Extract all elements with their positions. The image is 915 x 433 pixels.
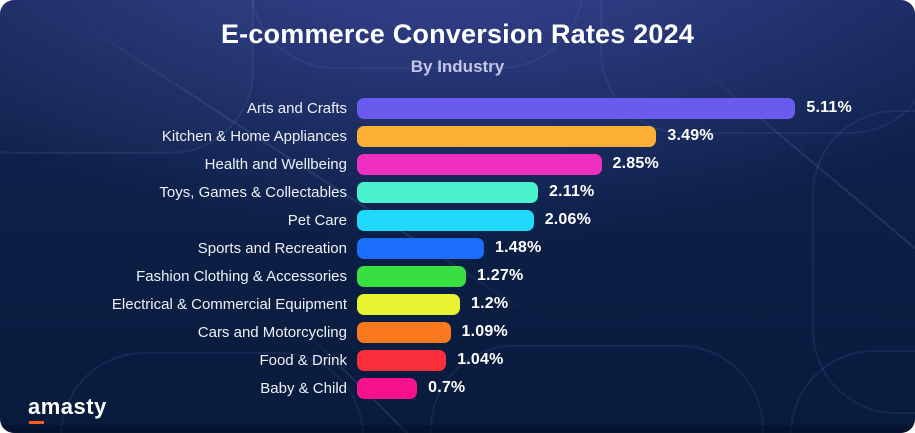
value-label: 1.2% xyxy=(471,295,509,312)
value-label: 3.49% xyxy=(667,127,714,144)
category-label: Fashion Clothing & Accessories xyxy=(136,267,347,285)
bottom-edge-band xyxy=(0,425,915,433)
bar xyxy=(357,237,484,259)
value-label: 2.11% xyxy=(549,183,595,200)
chart-row: Electrical & Commercial Equipment 1.2% xyxy=(0,290,852,318)
category-label: Toys, Games & Collectables xyxy=(159,183,347,201)
value-label: 1.48% xyxy=(495,239,542,256)
bar xyxy=(357,209,534,231)
logo-text: amasty xyxy=(28,394,107,419)
category-label: Cars and Motorcycling xyxy=(197,323,347,341)
bar xyxy=(357,265,466,287)
bar xyxy=(357,349,447,371)
value-label: 1.27% xyxy=(477,267,524,284)
value-label: 1.04% xyxy=(457,351,504,368)
bar xyxy=(357,153,602,175)
bar xyxy=(357,181,538,203)
chart-row: Sports and Recreation 1.48% xyxy=(0,234,852,262)
chart-row: Toys, Games & Collectables 2.11% xyxy=(0,178,852,206)
category-label: Arts and Crafts xyxy=(246,99,347,117)
bar xyxy=(357,97,796,119)
category-label: Sports and Recreation xyxy=(197,239,347,257)
category-label: Baby & Child xyxy=(260,379,347,397)
bar xyxy=(357,125,657,147)
bar-chart: Arts and Crafts 5.11% Kitchen & Home Appli… xyxy=(0,94,852,402)
amasty-logo: amasty xyxy=(28,394,107,424)
chart-title: E-commerce Conversion Rates 2024 xyxy=(220,19,695,49)
bar xyxy=(357,321,451,343)
logo-accent-underline xyxy=(29,421,44,424)
value-label: 5.11% xyxy=(806,99,852,116)
value-label: 0.7% xyxy=(428,379,466,396)
chart-row: Fashion Clothing & Accessories 1.27% xyxy=(0,262,852,290)
chart-row: Arts and Crafts 5.11% xyxy=(0,94,852,122)
chart-subtitle: By Industry xyxy=(410,57,505,76)
category-label: Kitchen & Home Appliances xyxy=(161,127,347,145)
bar xyxy=(357,377,418,399)
value-label: 2.85% xyxy=(612,155,659,172)
header: E-commerce Conversion Rates 2024 By Indu… xyxy=(0,19,915,77)
chart-row: Cars and Motorcycling 1.09% xyxy=(0,318,852,346)
chart-row: Baby & Child 0.7% xyxy=(0,374,852,402)
chart-row: Pet Care 2.06% xyxy=(0,206,852,234)
bar xyxy=(357,293,460,315)
value-label: 2.06% xyxy=(544,211,592,228)
chart-row: Kitchen & Home Appliances 3.49% xyxy=(0,122,852,150)
category-label: Pet Care xyxy=(287,211,347,229)
category-label: Electrical & Commercial Equipment xyxy=(111,295,347,313)
category-label: Food & Drink xyxy=(259,351,347,369)
value-label: 1.09% xyxy=(461,323,508,340)
category-label: Health and Wellbeing xyxy=(204,155,347,173)
chart-row: Health and Wellbeing 2.85% xyxy=(0,150,852,178)
chart-row: Food & Drink 1.04% xyxy=(0,346,852,374)
